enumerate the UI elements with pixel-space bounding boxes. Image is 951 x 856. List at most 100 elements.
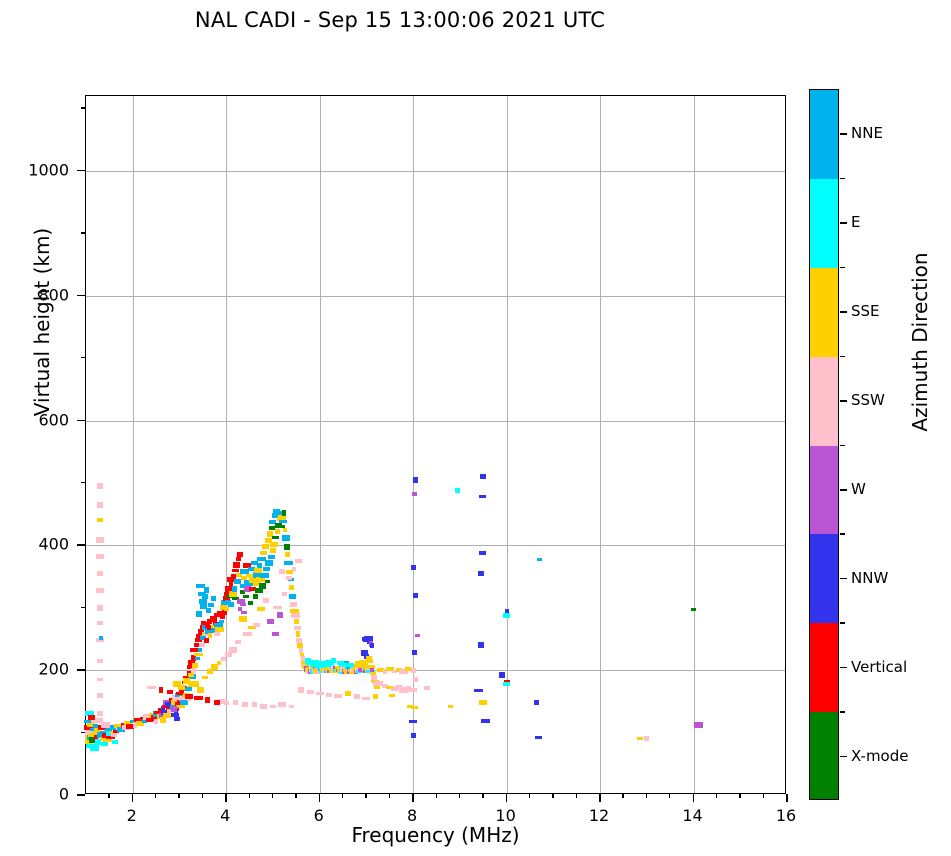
data-point — [359, 660, 367, 666]
data-point — [241, 702, 248, 707]
x-axis-tick — [599, 794, 601, 802]
x-axis-minor-tick — [482, 794, 484, 798]
data-point — [193, 643, 199, 648]
data-point — [391, 686, 398, 692]
data-point — [173, 716, 180, 721]
data-point — [129, 719, 136, 723]
x-axis-tick-label: 10 — [495, 806, 516, 825]
x-axis-minor-tick — [552, 794, 554, 798]
scatter-data-layer — [83, 96, 785, 793]
data-point — [264, 538, 272, 543]
data-point — [257, 562, 263, 568]
data-point — [194, 638, 202, 643]
data-point — [232, 596, 239, 601]
data-point — [161, 706, 166, 712]
data-point — [252, 582, 260, 586]
data-point — [197, 592, 207, 596]
data-point — [105, 731, 114, 737]
data-point — [248, 566, 255, 572]
data-point — [479, 494, 486, 499]
gridline-horizontal — [86, 170, 785, 172]
data-point — [179, 695, 188, 701]
data-point — [167, 708, 173, 713]
data-point — [291, 612, 300, 618]
colorbar-tick-label: NNW — [851, 568, 889, 587]
data-point — [376, 668, 384, 673]
data-point — [228, 591, 237, 597]
data-point — [187, 681, 194, 687]
data-point — [377, 681, 383, 687]
data-point — [201, 621, 207, 626]
x-axis-minor-tick — [669, 794, 671, 798]
data-point — [139, 717, 145, 721]
colorbar-tick-label: SSW — [851, 391, 885, 410]
data-point — [192, 662, 199, 668]
colorbar — [809, 89, 839, 800]
colorbar-boundary-tick — [840, 622, 845, 624]
data-point — [173, 681, 182, 687]
data-point — [183, 678, 190, 685]
x-axis-minor-tick — [622, 794, 624, 798]
data-point — [373, 681, 379, 687]
data-point — [249, 576, 258, 583]
data-point — [269, 525, 275, 530]
data-point — [97, 692, 103, 698]
colorbar-boundary-tick — [840, 533, 845, 535]
data-point — [382, 668, 388, 674]
x-axis-minor-tick — [388, 794, 391, 798]
data-point — [99, 731, 108, 735]
data-point — [253, 572, 262, 579]
data-point — [260, 572, 269, 579]
data-point — [227, 577, 237, 583]
data-point — [185, 693, 193, 700]
y-axis-minor-tick — [81, 481, 85, 484]
data-point — [237, 598, 246, 605]
data-point — [260, 704, 267, 709]
data-point — [409, 719, 418, 723]
data-point — [253, 623, 261, 628]
gridline-vertical — [226, 96, 228, 793]
x-axis-tick-label: 4 — [220, 806, 231, 825]
data-point — [259, 550, 268, 556]
data-point — [289, 585, 295, 591]
data-point — [239, 590, 245, 595]
data-point — [97, 621, 103, 626]
gridlines — [86, 96, 785, 793]
data-point — [209, 629, 215, 634]
data-point — [216, 610, 225, 615]
data-point — [163, 712, 172, 718]
data-point — [176, 699, 182, 703]
data-point — [90, 745, 99, 751]
data-point — [307, 689, 314, 695]
x-axis-minor-tick — [295, 794, 297, 798]
data-point — [214, 632, 220, 636]
y-axis-tick-label: 200 — [38, 659, 69, 679]
data-point — [197, 628, 205, 635]
x-axis-minor-tick — [342, 794, 344, 798]
data-point — [204, 631, 211, 637]
data-point — [265, 579, 270, 584]
data-point — [352, 664, 362, 670]
x-axis-minor-tick — [645, 794, 648, 798]
data-point — [141, 719, 148, 724]
data-point — [300, 655, 305, 662]
data-point — [188, 659, 196, 666]
data-point — [228, 581, 234, 587]
data-point — [122, 725, 129, 731]
data-point — [481, 719, 490, 724]
data-point — [286, 569, 294, 574]
y-axis-tick-label: 400 — [38, 534, 69, 554]
data-point — [298, 647, 304, 653]
colorbar-title: Azimuth Direction — [908, 252, 932, 432]
colorbar-tick — [840, 666, 847, 669]
data-point — [317, 662, 327, 668]
data-point — [289, 704, 295, 708]
gridline-vertical — [693, 96, 695, 793]
data-point — [295, 637, 303, 643]
data-point — [337, 660, 344, 665]
data-point — [214, 623, 223, 627]
data-point — [99, 737, 106, 741]
data-point — [247, 600, 254, 605]
data-point — [388, 693, 396, 697]
x-axis-minor-tick — [762, 794, 764, 798]
